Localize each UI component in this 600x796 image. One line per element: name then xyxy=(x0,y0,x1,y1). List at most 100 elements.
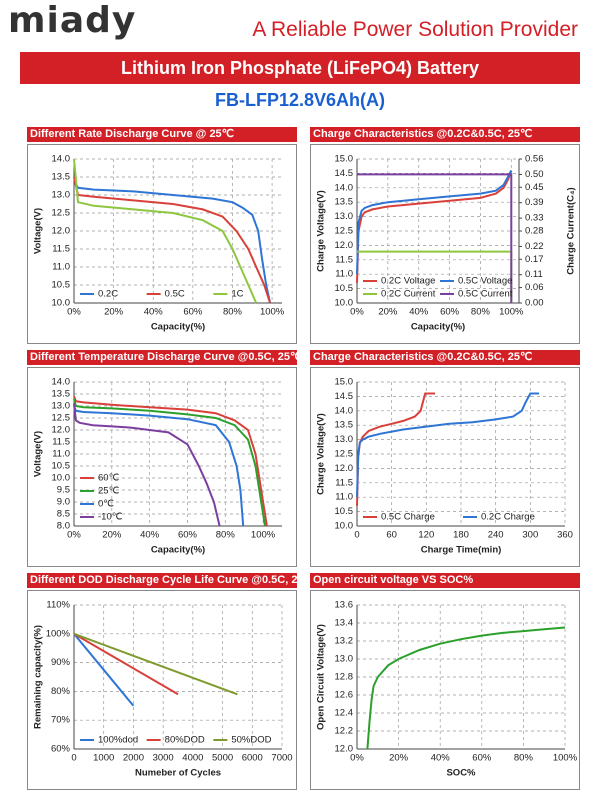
x-tick-label: 40% xyxy=(409,307,429,318)
y-tick-label: 14.0 xyxy=(52,154,71,165)
y-tick-label: 11.0 xyxy=(52,449,70,460)
y2-tick-label: 0.17 xyxy=(525,254,544,265)
x-tick-label: 20% xyxy=(389,753,409,764)
x-tick-label: 20% xyxy=(378,307,398,318)
x-tick-label: 100% xyxy=(553,753,578,764)
y-tick-label: 80% xyxy=(51,686,71,697)
x-axis-label: Capacity(%) xyxy=(151,545,205,556)
legend-label: 0.2C Current xyxy=(381,289,436,300)
series-line xyxy=(73,158,258,304)
y-tick-label: 11.0 xyxy=(335,492,353,503)
y-axis-label: Open Circuit Voltage(V) xyxy=(316,624,327,730)
y-tick-label: 12.5 xyxy=(335,226,354,237)
panel-title: Open circuit voltage VS SOC% xyxy=(310,573,580,588)
y-tick-label: 11.5 xyxy=(335,477,353,488)
chart-box: 8.0 8.5 9.0 9.5 10.0 10.5 11.0 11.5 12.0 12.5 13.0… xyxy=(27,367,297,567)
y-tick-label: 12.0 xyxy=(335,240,354,251)
y-tick-label: 13.0 xyxy=(52,401,71,412)
x-tick-label: 60% xyxy=(178,530,198,541)
y-tick-label: 10.5 xyxy=(52,461,71,472)
y-tick-label: 9.5 xyxy=(57,485,70,496)
y-tick-label: 14.0 xyxy=(52,377,71,388)
y-tick-label: 15.0 xyxy=(335,377,354,388)
x-tick-label: 2000 xyxy=(123,753,144,764)
y2-tick-label: 0.33 xyxy=(525,213,544,224)
y2-tick-label: 0.45 xyxy=(525,182,544,193)
y-tick-label: 14.0 xyxy=(335,405,354,416)
x-axis-label: Charge Time(min) xyxy=(421,545,502,556)
x-tick-label: 60% xyxy=(472,753,492,764)
y-tick-label: 12.0 xyxy=(52,425,71,436)
series-line xyxy=(73,176,272,304)
series-line xyxy=(73,633,135,707)
legend-label: 50%DOD xyxy=(231,735,271,746)
x-tick-label: 3000 xyxy=(153,753,174,764)
y-tick-label: 70% xyxy=(51,715,71,726)
x-tick-label: 0% xyxy=(350,753,364,764)
series-line xyxy=(73,632,179,696)
x-tick-label: 40% xyxy=(431,753,451,764)
model-name: FB-LFP12.8V6Ah(A) xyxy=(214,90,385,110)
brand-logo: miady xyxy=(8,0,137,41)
x-tick-label: 100% xyxy=(499,307,524,318)
x-tick-label: 80% xyxy=(514,753,534,764)
x-tick-label: 120 xyxy=(418,530,434,541)
y-axis-label: Voltage(V) xyxy=(33,208,44,254)
y2-tick-label: 0.56 xyxy=(525,154,544,165)
chart: 10.0 10.5 11.0 11.5 12.0 12.5 13.0 13.5 14.0 0% 20… xyxy=(33,154,285,333)
y-tick-label: 10.0 xyxy=(52,473,71,484)
y-tick-label: 10.5 xyxy=(335,506,354,517)
x-axis-label: SOC% xyxy=(446,768,476,779)
x-tick-label: 1000 xyxy=(93,753,114,764)
y-tick-label: 13.5 xyxy=(335,197,354,208)
x-tick-label: 7000 xyxy=(271,753,292,764)
y-tick-label: 13.5 xyxy=(52,172,71,183)
y-tick-label: 12.0 xyxy=(335,463,354,474)
legend-label: 60℃ xyxy=(98,473,120,484)
legend-label: 0℃ xyxy=(98,499,114,510)
y-tick-label: 12.5 xyxy=(335,449,354,460)
y-tick-label: 11.0 xyxy=(335,269,353,280)
y2-tick-label: 0.06 xyxy=(525,282,544,293)
x-tick-label: 0 xyxy=(354,530,359,541)
legend-label: 0.2C Voltage xyxy=(381,276,435,287)
series-line xyxy=(357,173,513,303)
product-banner: Lithium Iron Phosphate (LiFePO4) Battery xyxy=(20,52,580,84)
panel-title: Different Temperature Discharge Curve @0… xyxy=(27,350,297,365)
x-tick-label: 240 xyxy=(488,530,504,541)
x-tick-label: 5000 xyxy=(212,753,233,764)
y-tick-label: 14.5 xyxy=(335,168,354,179)
y-tick-label: 13.4 xyxy=(335,618,354,629)
y-tick-label: 10.5 xyxy=(335,283,354,294)
chart: 60% 70% 80% 90% 100% 110% 0 1000 2000 3000 4000 500… xyxy=(33,600,293,779)
x-tick-label: 80% xyxy=(223,307,243,318)
series-line xyxy=(366,626,566,750)
x-tick-label: 40% xyxy=(140,530,160,541)
series-line xyxy=(73,398,266,527)
y2-tick-label: 0.50 xyxy=(525,169,544,180)
series-line xyxy=(356,392,435,506)
y-tick-label: 12.5 xyxy=(52,208,71,219)
x-tick-label: 20% xyxy=(104,307,124,318)
legend-label: 100%dod xyxy=(98,735,138,746)
y-tick-label: 13.6 xyxy=(335,600,354,611)
x-tick-label: 80% xyxy=(216,530,236,541)
legend-label: 0.2C xyxy=(98,289,118,300)
y-tick-label: 14.0 xyxy=(335,182,354,193)
legend-label: 80%DOD xyxy=(165,735,205,746)
legend-label: 0.5C xyxy=(165,289,185,300)
series-line xyxy=(356,392,539,498)
chart: 12.0 12.2 12.4 12.6 12.8 13.0 13.2 13.4 13.6 0% 20… xyxy=(316,600,578,779)
y2-tick-label: 0.22 xyxy=(525,241,544,252)
chart: 10.0 10.5 11.0 11.5 12.0 12.5 13.0 13.5 14.0 14.5… xyxy=(316,377,573,556)
x-tick-label: 60% xyxy=(440,307,460,318)
y-tick-label: 10.0 xyxy=(335,298,354,309)
y-tick-label: 9.0 xyxy=(57,497,70,508)
y-tick-label: 10.0 xyxy=(335,521,354,532)
y-tick-label: 12.4 xyxy=(335,708,354,719)
x-tick-label: 100% xyxy=(260,307,285,318)
y2-tick-label: 0.28 xyxy=(525,226,544,237)
y-tick-label: 90% xyxy=(51,657,71,668)
chart-box: 12.0 12.2 12.4 12.6 12.8 13.0 13.2 13.4 13.6 0% 20… xyxy=(310,590,580,790)
